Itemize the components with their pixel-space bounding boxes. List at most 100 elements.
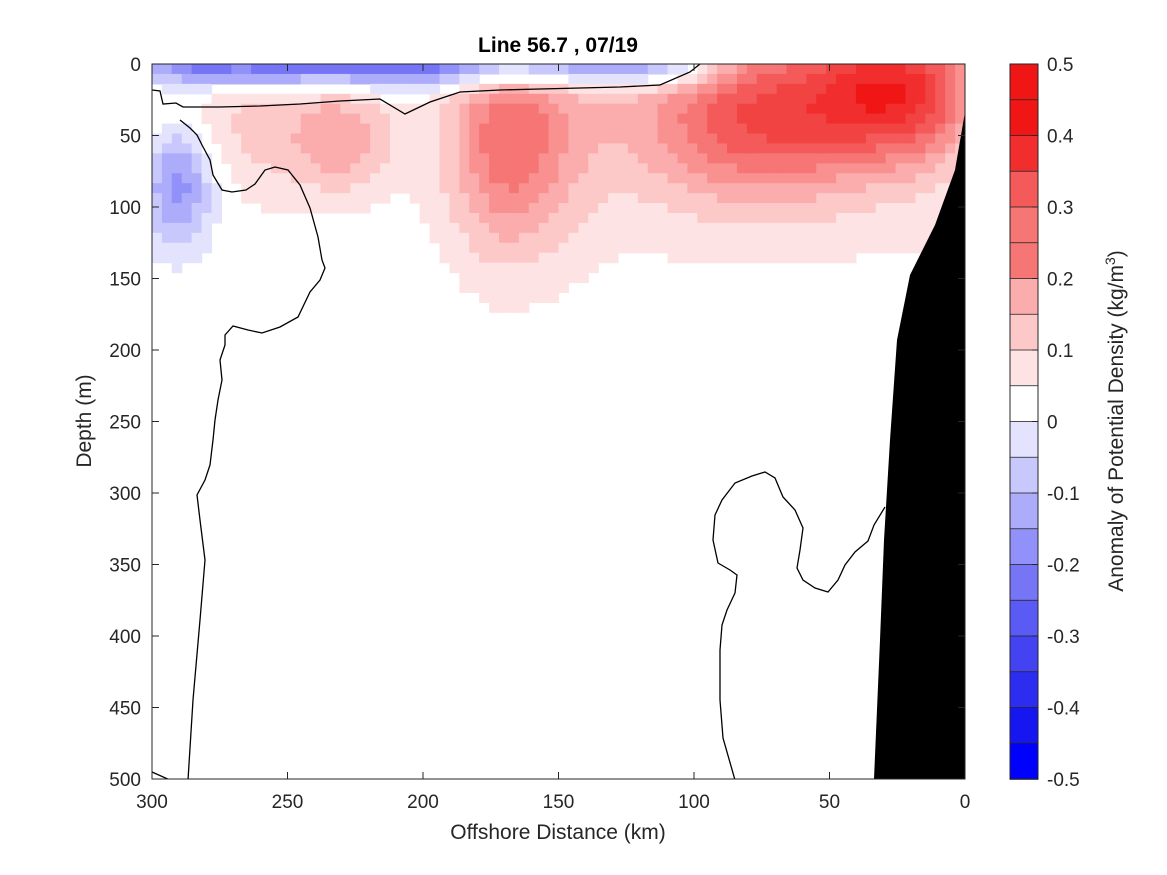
field-cell [241,64,252,75]
field-cell [201,163,213,174]
field-cell [935,103,946,115]
field-cell [191,212,203,224]
field-cell [895,113,907,125]
field-cell [647,193,659,204]
field-cell [677,173,688,184]
field-cell [518,163,530,174]
field-cell [935,143,946,154]
colorbar-segment [1009,135,1039,173]
field-cell [211,203,222,214]
field-cell [836,73,847,85]
field-cell [469,113,480,125]
field-cell [449,93,460,105]
field-cell [608,143,619,154]
field-cell [340,193,351,204]
field-cell [885,232,897,244]
field-cell [489,302,500,313]
field-cell [290,73,302,85]
field-cell [756,73,768,85]
field-cell [796,153,807,164]
field-cell [231,73,242,85]
field-cell [756,93,768,105]
field-cell [855,153,867,164]
field-cell [875,133,887,145]
field-cell [707,232,718,244]
field-cell [439,153,451,164]
field-cell [171,133,183,145]
field-cell [746,252,758,264]
field-cell [915,222,926,234]
field-cell [667,153,679,164]
field-cell [915,183,926,194]
field-cell [449,64,460,75]
field-cell [479,93,490,105]
field-cell [290,163,302,174]
colorbar-tick-label: 0.1 [1047,341,1073,362]
field-cell [687,93,698,105]
field-cell [370,183,381,194]
field-cell [766,183,778,194]
field-cell [806,173,817,184]
field-cell [717,222,728,234]
field-cell [489,103,500,115]
field-cell [905,232,917,244]
field-cell [489,212,500,224]
field-cell [508,113,520,125]
field-cell [251,73,262,85]
field-cell [489,222,500,234]
field-cell [905,73,917,85]
field-cell [826,93,837,105]
field-cell [766,222,778,234]
field-cell [211,193,222,204]
field-cell [270,193,282,204]
field-cell [538,262,550,274]
field-cell [677,203,688,214]
field-cell [380,143,391,154]
field-cell [756,183,768,194]
field-cell [836,64,847,75]
field-cell [687,133,698,145]
colorbar: 0.50.40.30.20.10-0.1-0.2-0.3-0.4-0.5 [1009,55,1080,791]
field-cell [796,242,807,254]
field-cell [310,153,322,164]
field-cell [935,153,946,164]
field-cell [459,93,470,105]
field-cell [915,203,926,214]
field-cell [548,292,560,303]
field-cell [865,193,877,204]
field-cell [439,252,451,264]
field-cell [697,183,708,194]
field-cell [221,153,232,164]
field-cell [568,212,579,224]
field-cell [746,203,758,214]
field-cell [746,64,758,75]
field-cell [667,143,679,154]
field-cell [925,83,936,95]
colorbar-segment [1009,278,1039,316]
field-cell [419,64,431,75]
field-cell [836,153,847,164]
field-cell [727,173,738,184]
field-cell [727,193,738,204]
field-cell [796,222,807,234]
field-cell [310,173,322,184]
field-cell [518,212,530,224]
field-cell [846,64,857,75]
field-cell [380,193,391,204]
field-cell [181,212,193,224]
field-cell [766,203,778,214]
field-cell [231,173,242,184]
field-cell [380,173,391,184]
field-cell [667,113,679,125]
field-cell [826,83,837,95]
field-cell [905,113,917,125]
field-cell [945,133,956,145]
field-cell [736,252,748,264]
field-cell [280,113,292,125]
field-cell [429,64,441,75]
field-cell [717,73,728,85]
field-cell [469,163,480,174]
field-cell [360,173,371,184]
field-cell [846,203,857,214]
field-cell [469,133,480,145]
